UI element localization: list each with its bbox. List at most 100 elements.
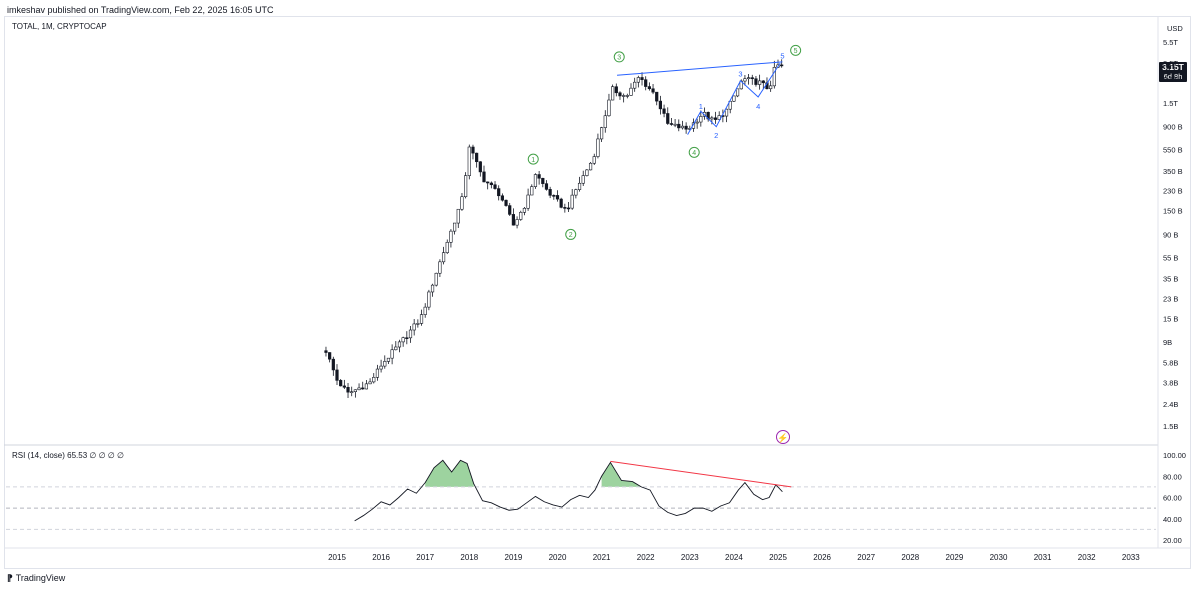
candle-body [599, 127, 604, 140]
candle-body [401, 337, 405, 343]
candle-body [445, 241, 449, 254]
lightning-icon[interactable]: ⚡ [776, 430, 790, 444]
candle-body [614, 86, 618, 94]
rsi-label[interactable]: RSI (14, close) 65.53 ∅ ∅ ∅ ∅ [12, 451, 124, 460]
candle-body [673, 123, 677, 126]
candle-body [342, 385, 346, 388]
candle-body [489, 182, 493, 186]
x-tick-label: 2033 [1122, 553, 1140, 562]
candle-body [456, 208, 460, 224]
price-axis: 5.5T 3.5T 2.5T 1.5T 900 B 550 B 350 B 230 B 150 … [1163, 38, 1183, 431]
candle-body [339, 380, 343, 387]
x-tick-label: 2026 [813, 553, 831, 562]
candle-body [596, 138, 600, 157]
candle-body [559, 198, 563, 208]
brand-footer[interactable]: ⁋ TradingView [7, 573, 65, 584]
candle-body [379, 365, 383, 370]
candle-body [603, 115, 607, 128]
y-tick-label: 550 B [1163, 146, 1183, 155]
candle-body [335, 369, 339, 381]
tradingview-logo-icon: ⁋ [7, 573, 13, 583]
candle-body [405, 337, 409, 339]
minor-wave-label: 2 [714, 131, 718, 140]
y-tick-label: 900 B [1163, 123, 1183, 132]
x-tick-label: 2021 [593, 553, 611, 562]
candle-body [622, 95, 626, 97]
rsi-line [354, 459, 783, 522]
candle-body [680, 125, 685, 129]
candle-body [533, 174, 538, 187]
candles [324, 59, 784, 398]
x-tick-label: 2023 [681, 553, 699, 562]
major-wave-circle [790, 44, 802, 56]
rsi-tick-label: 80.00 [1163, 472, 1182, 481]
candle-body [581, 175, 585, 184]
x-tick-label: 2030 [990, 553, 1008, 562]
candle-body [761, 80, 765, 84]
candle-body [526, 194, 530, 209]
rsi-series [354, 459, 792, 522]
price-tag-countdown: 6d 8h [1163, 72, 1183, 81]
rsi-tick-label: 100.00 [1163, 451, 1186, 460]
price-tag: 3.15T 6d 8h [1159, 62, 1187, 82]
candle-body [636, 77, 640, 83]
candle-body [563, 207, 567, 209]
candle-body [746, 77, 751, 80]
candle-body [592, 156, 596, 164]
candle-body [544, 183, 549, 190]
candle-body [588, 162, 593, 171]
y-tick-label: 5.8B [1163, 359, 1178, 368]
candle-body [541, 177, 545, 184]
x-tick-label: 2028 [901, 553, 919, 562]
y-tick-label: 3.5T [1163, 59, 1178, 68]
candle-body [647, 86, 651, 90]
candle-body [695, 121, 699, 124]
candle-body [412, 323, 416, 331]
candle-body [713, 117, 718, 120]
candle-body [394, 346, 398, 351]
minor-wave-label: 1 [699, 102, 703, 111]
candle-body [497, 188, 501, 197]
candle-body [357, 387, 361, 391]
candle-body [772, 67, 776, 87]
rsi-overbought-area [425, 460, 474, 487]
price-tag-value: 3.15T [1162, 62, 1184, 72]
candle-body [758, 80, 762, 85]
y-tick-label: 230 B [1163, 187, 1183, 196]
candle-body [651, 88, 655, 93]
candle-body [644, 79, 648, 87]
candle-body [452, 222, 457, 232]
y-tick-label: 5.5T [1163, 38, 1178, 47]
candle-body [677, 123, 681, 129]
candle-body [368, 381, 372, 385]
x-tick-label: 2025 [769, 553, 787, 562]
candle-body [699, 116, 703, 123]
candle-body [427, 291, 431, 308]
candle-body [438, 261, 442, 274]
candle-body [397, 341, 402, 348]
x-tick-label: 2027 [857, 553, 875, 562]
currency-label[interactable]: USD [1167, 24, 1183, 33]
candle-body [361, 387, 365, 390]
candle-body [500, 195, 504, 201]
major-wave-circle [527, 153, 539, 165]
candle-body [640, 77, 644, 80]
chart-frame[interactable] [4, 16, 1191, 569]
candle-body [486, 181, 490, 184]
rsi-tick-label: 60.00 [1163, 494, 1182, 503]
candle-body [625, 95, 629, 97]
published-header: imkeshav published on TradingView.com, F… [7, 5, 274, 15]
candle-body [430, 284, 435, 293]
y-tick-label: 150 B [1163, 207, 1183, 216]
candle-body [655, 91, 659, 102]
candle-body [464, 175, 468, 198]
candle-body [467, 146, 471, 176]
y-tick-label: 9B [1163, 338, 1172, 347]
symbol-label[interactable]: TOTAL, 1M, CRYPTOCAP [12, 22, 107, 31]
candle-body [508, 205, 512, 215]
candle-body [750, 77, 754, 80]
major-wave-label: 4 [692, 150, 696, 157]
y-tick-label: 15 B [1163, 314, 1178, 323]
candle-body [375, 368, 380, 378]
